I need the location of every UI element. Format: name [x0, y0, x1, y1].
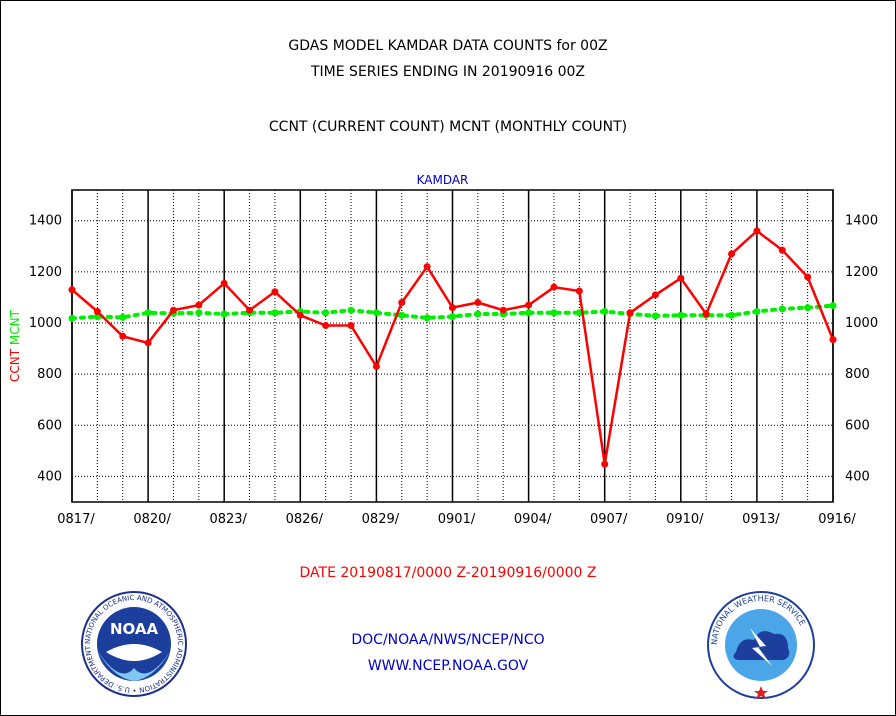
- mcnt-point: [144, 309, 152, 317]
- mcnt-axis-label: MCNT: [8, 309, 22, 345]
- nws-lightning-icon: [750, 628, 772, 666]
- ccnt-point: [93, 307, 101, 315]
- plot-frame: [71, 189, 834, 503]
- y-tick-label-right: 800: [845, 367, 870, 382]
- x-tick-label: 0913/: [742, 512, 780, 527]
- ccnt-point: [169, 306, 177, 314]
- ccnt-point: [499, 306, 507, 314]
- date-range-label: DATE 20190817/0000 Z-20190916/0000 Z: [299, 565, 597, 581]
- mcnt-point: [550, 309, 558, 317]
- ccnt-point: [829, 336, 837, 344]
- y-tick-label-right: 600: [845, 418, 870, 433]
- ccnt-point: [626, 309, 634, 317]
- y-tick-label-right: 1400: [845, 214, 878, 229]
- noaa-logo-text: NOAA: [110, 620, 159, 638]
- ccnt-point: [68, 286, 76, 294]
- x-tick-label: 0904/: [514, 512, 552, 527]
- grid-lines: [71, 189, 834, 503]
- mcnt-point: [423, 314, 431, 322]
- mcnt-point: [398, 311, 406, 319]
- y-tick-label-left: 800: [37, 367, 62, 382]
- y-tick-label-right: 1000: [845, 316, 878, 331]
- ccnt-point: [550, 283, 558, 291]
- y-tick-label-left: 1000: [29, 316, 62, 331]
- ccnt-point: [449, 304, 456, 312]
- mcnt-point: [195, 309, 203, 317]
- series-layer: [68, 227, 837, 468]
- x-tick-label: 0910/: [666, 512, 704, 527]
- mcnt-point: [271, 309, 279, 317]
- y-tick-label-left: 600: [37, 418, 62, 433]
- ccnt-point: [778, 246, 786, 254]
- ccnt-point: [195, 301, 203, 309]
- ccnt-point: [322, 322, 330, 330]
- title-line-1: GDAS MODEL KAMDAR DATA COUNTS for 00Z: [288, 38, 608, 54]
- mcnt-point: [525, 309, 533, 317]
- x-tick-label: 0823/: [209, 512, 247, 527]
- y-axis-label: CCNT MCNT: [8, 309, 22, 382]
- mcnt-point: [220, 310, 228, 318]
- mcnt-point: [829, 302, 837, 310]
- ccnt-point: [372, 362, 380, 370]
- ccnt-point: [601, 460, 609, 468]
- ccnt-point: [119, 332, 127, 340]
- ccnt-point: [296, 311, 304, 319]
- mcnt-point: [449, 313, 456, 321]
- x-tick-label: 0916/: [818, 512, 856, 527]
- mcnt-point: [372, 309, 380, 317]
- y-tick-label-right: 400: [845, 469, 870, 484]
- mcnt-point: [601, 307, 609, 315]
- mcnt-point: [778, 305, 786, 313]
- x-tick-label: 0826/: [286, 512, 324, 527]
- nws-logo: NATIONAL WEATHER SERVICE: [707, 591, 815, 699]
- ccnt-point: [525, 301, 533, 309]
- x-tick-label: 0901/: [438, 512, 476, 527]
- noaa-logo: NATIONAL OCEANIC AND ATMOSPHERIC ADMINIS…: [80, 590, 187, 697]
- chart-subtitle: CCNT (CURRENT COUNT) MCNT (MONTHLY COUNT…: [268, 119, 628, 135]
- mcnt-point: [677, 311, 685, 319]
- ccnt-point: [728, 250, 736, 258]
- x-tick-label: 0817/: [57, 512, 95, 527]
- ccnt-point: [804, 273, 812, 281]
- noaa-wing-icon: [106, 644, 162, 661]
- mcnt-point: [119, 313, 127, 321]
- ccnt-point: [271, 288, 279, 296]
- axis-labels: 400 400 600 600 800 800 1000 1000 1200 1200 1400 14…: [8, 173, 878, 527]
- ccnt-point: [423, 263, 431, 271]
- y-tick-label-left: 400: [37, 469, 62, 484]
- mcnt-point: [474, 310, 482, 318]
- mcnt-point: [347, 306, 355, 314]
- ccnt-point: [220, 279, 228, 287]
- y-tick-label-right: 1200: [845, 265, 878, 280]
- org-label: DOC/NOAA/NWS/NCEP/NCO: [351, 632, 545, 648]
- mcnt-point: [753, 307, 761, 315]
- ccnt-point: [702, 310, 710, 318]
- title-line-2: TIME SERIES ENDING IN 20190916 00Z: [311, 64, 585, 80]
- ccnt-point: [398, 299, 406, 307]
- ccnt-point: [474, 299, 482, 307]
- ccnt-point: [651, 291, 659, 299]
- mcnt-point: [651, 312, 659, 320]
- y-tick-label-left: 1400: [29, 214, 62, 229]
- ccnt-point: [677, 274, 685, 282]
- noaa-bird-icon: [97, 650, 171, 681]
- ccnt-point: [575, 287, 583, 295]
- mcnt-point: [804, 304, 812, 312]
- y-tick-label-left: 1200: [29, 265, 62, 280]
- website-link[interactable]: WWW.NCEP.NOAA.GOV: [367, 658, 529, 674]
- chart-title: KAMDAR: [417, 173, 469, 187]
- ccnt-axis-label: CCNT: [8, 345, 22, 382]
- x-tick-label: 0907/: [590, 512, 628, 527]
- ccnt-point: [753, 227, 761, 235]
- x-tick-label: 0820/: [133, 512, 171, 527]
- x-tick-label: 0829/: [362, 512, 400, 527]
- mcnt-point: [68, 314, 76, 322]
- mcnt-point: [728, 311, 736, 319]
- mcnt-point: [322, 309, 330, 317]
- nws-star-icon: [754, 686, 768, 699]
- ccnt-point: [246, 306, 254, 314]
- ccnt-point: [144, 339, 152, 347]
- ccnt-point: [347, 322, 355, 330]
